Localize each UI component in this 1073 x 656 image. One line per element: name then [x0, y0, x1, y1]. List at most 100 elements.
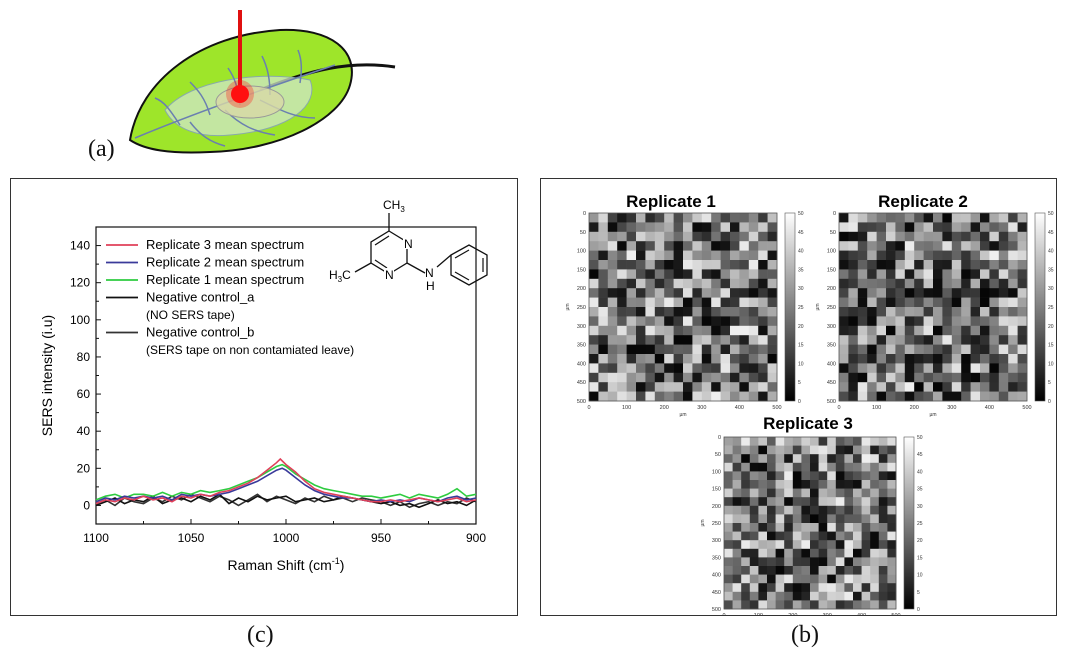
heatmap-cell: [876, 297, 887, 308]
heatmap-cell: [895, 307, 906, 317]
heatmap-cell: [732, 480, 742, 489]
heatmap-cell: [758, 445, 768, 455]
heatmap-cell: [867, 250, 877, 261]
heatmap-cell: [1017, 307, 1028, 317]
heatmap-title: Replicate 2: [878, 192, 968, 211]
heatmap-cell: [951, 316, 962, 327]
heatmap-cell: [732, 557, 742, 567]
heatmap-cell: [758, 454, 768, 464]
heatmap-cell: [1017, 231, 1028, 242]
heatmap-cell: [878, 454, 888, 464]
heatmap-cell: [835, 540, 845, 550]
heatmap-cell: [827, 540, 837, 550]
heatmap-cell: [589, 231, 599, 242]
heatmap-y-tick-label: 450: [712, 590, 721, 596]
heatmap-cell: [835, 523, 845, 532]
heatmap-cell: [861, 471, 871, 481]
heatmap-cell: [645, 250, 656, 261]
heatmap-cell: [589, 222, 599, 233]
heatmap-cell: [692, 344, 703, 355]
heatmap-cell: [923, 354, 934, 364]
heatmap-cell: [933, 250, 943, 261]
heatmap-cell: [848, 344, 859, 355]
heatmap-cell: [951, 231, 962, 242]
heatmap-cell: [818, 454, 828, 464]
heatmap-cell: [724, 531, 733, 541]
heatmap-cell: [775, 600, 785, 610]
heatmap-cell: [904, 344, 915, 355]
heatmap-cell: [626, 354, 637, 364]
heatmap-cell: [758, 497, 768, 507]
heatmap-cell: [848, 241, 859, 251]
heatmap-cell: [818, 566, 828, 575]
heatmap-cell: [942, 278, 953, 289]
heatmap-cell: [998, 344, 1009, 355]
heatmap-cell: [749, 480, 759, 489]
heatmap-cell: [645, 391, 656, 402]
heatmap-cell: [810, 497, 819, 507]
heatmap-cell: [598, 344, 609, 355]
heatmap-cell: [767, 488, 776, 498]
heatmap-cell: [732, 505, 742, 515]
heatmap-cell: [645, 363, 656, 374]
heatmap-x-tick-label: 200: [788, 613, 797, 615]
heatmap-cell: [767, 372, 778, 383]
heatmap-y-tick-label: 50: [830, 230, 836, 236]
heatmap-cell: [998, 278, 1009, 289]
heatmap-cell: [870, 454, 880, 464]
heatmap-cell: [626, 269, 637, 280]
heatmap-cell: [923, 213, 934, 223]
svg-text:CH3: CH3: [383, 198, 405, 214]
heatmap-cell: [645, 372, 656, 383]
heatmap-cell: [730, 231, 740, 242]
heatmap-cell: [741, 600, 751, 610]
heatmap-cell: [720, 372, 731, 383]
heatmap-cell: [739, 316, 750, 327]
heatmap-cell: [741, 454, 751, 464]
heatmap-cell: [810, 514, 819, 524]
heatmap-cell: [673, 269, 684, 280]
heatmap-cell: [732, 462, 742, 472]
heatmap-cell: [792, 471, 802, 481]
heatmap-x-tick-label: 500: [1022, 405, 1031, 411]
heatmap-cell: [989, 372, 1000, 383]
heatmap-cell: [914, 269, 924, 280]
heatmap-cell: [589, 344, 599, 355]
heatmap-cell: [1017, 222, 1028, 233]
heatmap-cell: [654, 213, 665, 223]
heatmap-cell: [607, 260, 618, 270]
heatmap-cell: [748, 269, 759, 280]
heatmap-cell: [617, 316, 627, 327]
heatmap-cell: [810, 437, 819, 446]
heatmap-cell: [951, 382, 962, 392]
heatmap-cell: [895, 260, 906, 270]
heatmap-cell: [933, 307, 943, 317]
heatmap-cell: [711, 307, 721, 317]
heatmap-cell: [951, 278, 962, 289]
heatmap-cell: [835, 445, 845, 455]
heatmap-cell: [739, 363, 750, 374]
heatmap-cell: [720, 363, 731, 374]
heatmap-cell: [998, 391, 1009, 402]
heatmap-cell: [810, 531, 819, 541]
heatmap-cell: [835, 454, 845, 464]
heatmap-cell: [1017, 297, 1028, 308]
heatmap-cell: [861, 557, 871, 567]
heatmap-cell: [914, 382, 924, 392]
heatmap-cell: [645, 297, 656, 308]
heatmap-cell: [835, 505, 845, 515]
heatmap-cell: [810, 574, 819, 584]
heatmap-cell: [970, 269, 981, 280]
heatmap-cell: [887, 583, 897, 593]
heatmap-cell: [792, 514, 802, 524]
heatmap-cell: [748, 241, 759, 251]
heatmap-cell: [1008, 231, 1018, 242]
heatmap-cell: [598, 325, 609, 336]
heatmap-cell: [645, 335, 656, 345]
heatmap-cell: [673, 307, 684, 317]
legend-label: Replicate 3 mean spectrum: [146, 237, 304, 252]
heatmap-cell: [775, 574, 785, 584]
y-tick-label: 120: [70, 276, 90, 290]
heatmap-cell: [692, 325, 703, 336]
heatmap-cell: [749, 462, 759, 472]
